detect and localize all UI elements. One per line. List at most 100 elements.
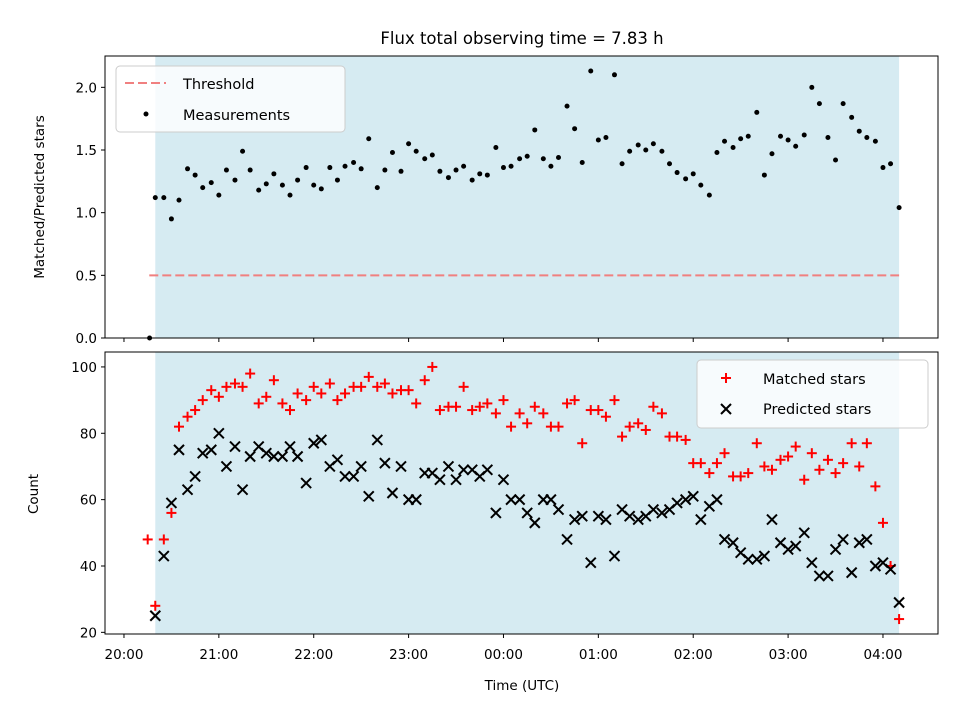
matched-star-point [324, 378, 335, 389]
predicted-star-point [711, 493, 723, 506]
measurement-point [564, 103, 570, 109]
matched-star-point [482, 398, 493, 409]
predicted-star-point [656, 507, 668, 519]
measurement-point [730, 144, 736, 150]
matched-star-point [529, 401, 540, 412]
measurement-point [825, 134, 831, 140]
matched-star-point [166, 507, 177, 518]
matched-star-point [340, 388, 351, 399]
matched-star-point [158, 534, 169, 545]
matched-star-point [490, 408, 501, 419]
predicted-star-point [434, 474, 446, 486]
matched-star-point [261, 391, 272, 402]
bottom-y-ticks: 20 40 60 80 100 [71, 360, 105, 641]
measurement-point [382, 167, 388, 173]
matched-star-point [648, 401, 659, 412]
predicted-star-point [853, 537, 865, 549]
predicted-star-point [300, 477, 312, 489]
predicted-star-point [173, 444, 185, 456]
measurement-point [287, 192, 293, 198]
matched-star-point [434, 405, 445, 416]
predicted-star-point [268, 450, 280, 463]
x-tick-label: 22:00 [294, 647, 333, 663]
measurement-point [484, 172, 490, 178]
top-y-tick-label: 0.5 [76, 268, 97, 284]
matched-star-point [190, 405, 201, 416]
bottom-y-tick-label: 80 [80, 426, 97, 442]
predicted-star-point [276, 450, 289, 463]
x-tick-label: 03:00 [769, 647, 808, 663]
matched-star-point [356, 381, 367, 392]
predicted-star-point [457, 464, 470, 476]
measurement-point [603, 134, 609, 140]
matched-star-point [759, 461, 770, 472]
measurement-point [453, 167, 459, 173]
measurement-point [168, 216, 174, 222]
predicted-star-point [260, 447, 272, 459]
matched-star-point [197, 395, 208, 406]
predicted-star-point [758, 550, 771, 562]
matched-star-point [363, 371, 374, 382]
measurement-point [469, 177, 475, 183]
measurement-point [318, 186, 324, 192]
matched-star-point [830, 468, 841, 479]
matched-star-point [633, 418, 644, 429]
predicted-star-point [869, 560, 882, 572]
predicted-star-point [347, 470, 360, 483]
measurement-point [793, 143, 799, 149]
predicted-star-point [789, 540, 802, 552]
top-y-tick-label: 1.0 [76, 206, 97, 222]
x-tick-label: 04:00 [864, 647, 903, 663]
measurement-point [398, 168, 404, 174]
measurement-point [761, 172, 767, 178]
x-tick-label: 02:00 [674, 647, 713, 663]
predicted-star-point [379, 457, 391, 469]
measurement-point [809, 84, 815, 90]
predicted-star-point [766, 513, 778, 526]
matched-star-point [846, 438, 857, 449]
measurement-point [611, 72, 617, 78]
x-tick-label: 20:00 [105, 647, 144, 663]
measurement-point [880, 165, 886, 171]
ratio-legend-box [115, 65, 346, 133]
predicted-star-point [751, 553, 763, 566]
measurement-point [176, 197, 182, 203]
matched-star-point [672, 431, 683, 442]
predicted-star-point [197, 447, 209, 459]
matched-star-point [593, 405, 604, 416]
bottom-y-tick-label: 40 [80, 559, 97, 575]
predicted-star-point [213, 427, 225, 439]
predicted-star-point [813, 570, 826, 582]
legend-measurements-swatch [143, 111, 149, 117]
predicted-star-point [742, 553, 754, 566]
matched-star-point [569, 395, 580, 406]
matched-star-point [624, 421, 635, 432]
predicted-star-point [442, 460, 455, 473]
matched-star-point [894, 614, 905, 625]
legend-measurements-label: Measurements [183, 108, 290, 124]
x-tick-label: 00:00 [484, 647, 523, 663]
measurement-point [588, 68, 594, 74]
matched-star-point [538, 408, 549, 419]
matched-star-point [213, 391, 224, 402]
predicted-star-point [727, 537, 739, 549]
matched-star-point [577, 438, 588, 449]
matched-star-point [268, 375, 279, 386]
count-legend-box [696, 359, 929, 429]
measurement-point [517, 156, 523, 162]
matched-star-point [285, 405, 296, 416]
predicted-star-point [782, 543, 794, 556]
matched-star-point [806, 448, 817, 459]
count-y-axis-label: Count [26, 474, 42, 514]
measurement-point [778, 133, 784, 139]
ratio-panel: 0.0 0.5 1.0 1.5 2.0 Flux total observing tim… [32, 29, 939, 347]
predicted-star-point [592, 510, 605, 522]
predicted-star-point [229, 440, 241, 453]
matched-star-point [332, 395, 343, 406]
predicted-star-point [529, 517, 541, 529]
matched-star-points [142, 361, 905, 625]
measurement-point [311, 182, 317, 188]
top-y-tick-label: 2.0 [76, 80, 97, 96]
measurement-point [698, 182, 704, 188]
measurement-point [389, 150, 395, 156]
